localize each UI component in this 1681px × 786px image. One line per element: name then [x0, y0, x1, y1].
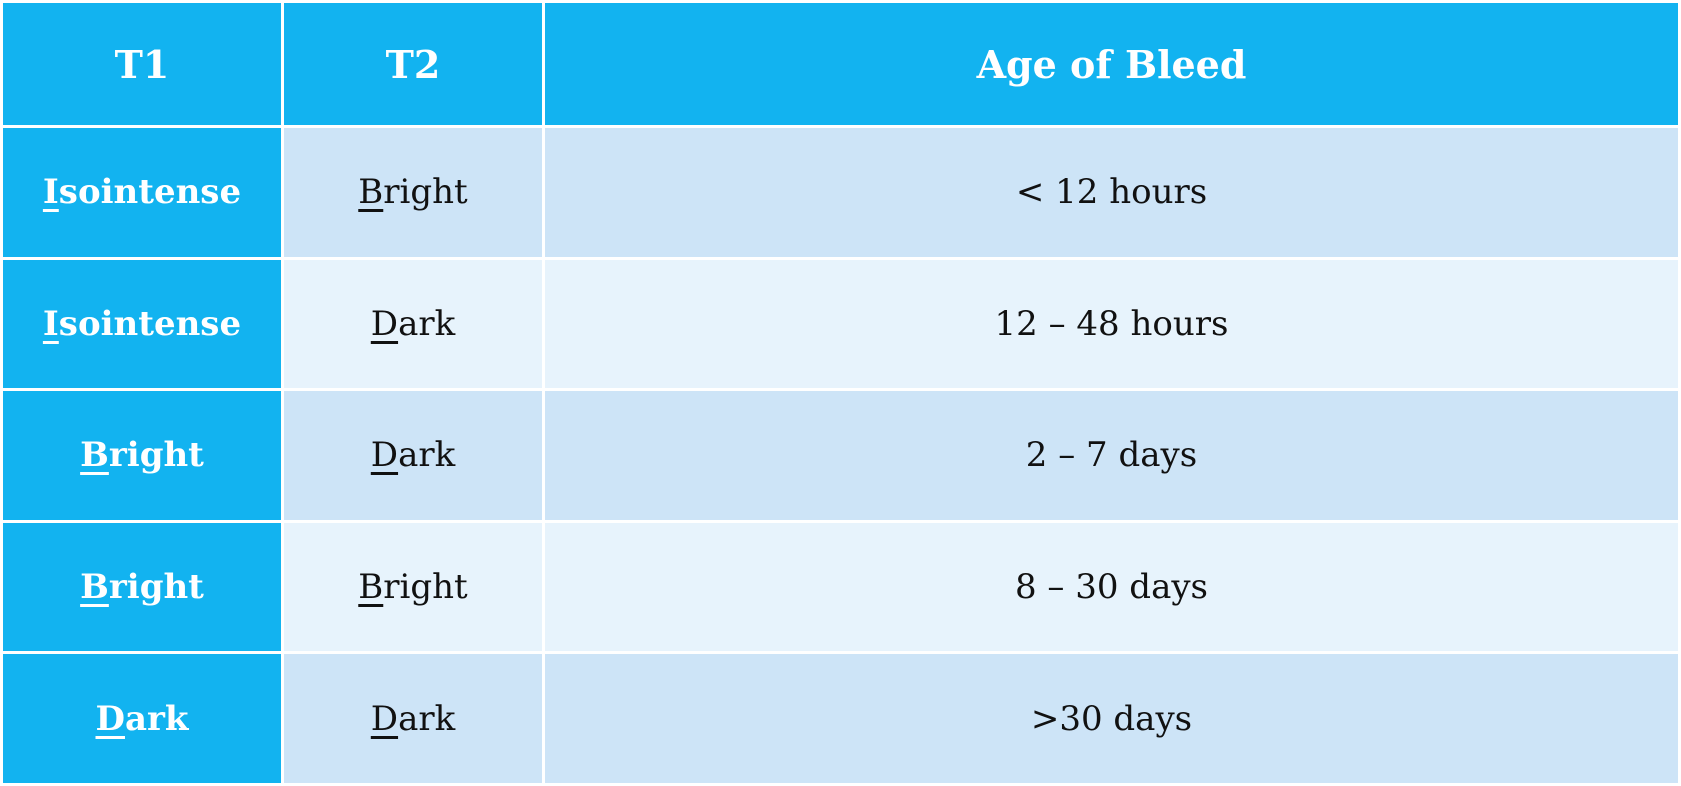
cell-text: Dark — [95, 698, 189, 739]
cell-text: Bright — [80, 435, 204, 476]
table-body: Isointense Bright < 12 hours Isointense Dark… — [3, 128, 1678, 783]
table-cell: Bright — [284, 522, 542, 652]
table-cell: Isointense — [3, 259, 281, 389]
cell-text-plain: 8 – 30 days — [1014, 567, 1208, 608]
cell-text: Isointense — [42, 303, 242, 344]
cell-text-plain: 2 – 7 days — [1025, 435, 1198, 476]
table-cell: Dark — [3, 654, 281, 783]
header-cell: Age of Bleed — [545, 3, 1678, 125]
table-cell: Isointense — [3, 128, 281, 257]
table-cell: Dark — [284, 259, 542, 389]
header-cell: T1 — [3, 3, 281, 125]
cell-text: Dark — [370, 303, 456, 344]
cell-text: Bright — [358, 172, 468, 213]
cell-text-plain: 12 – 48 hours — [994, 303, 1229, 344]
cell-text: Bright — [358, 567, 468, 608]
table-cell: Bright — [3, 522, 281, 652]
table-row: Isointense Dark 12 – 48 hours — [3, 259, 1678, 389]
table-cell: < 12 hours — [545, 128, 1678, 257]
table-header: T1 T2 Age of Bleed — [3, 3, 1678, 125]
table-cell: 8 – 30 days — [545, 522, 1678, 652]
table-cell: 12 – 48 hours — [545, 259, 1678, 389]
table-cell: >30 days — [545, 654, 1678, 783]
table-row: Dark Dark >30 days — [3, 654, 1678, 783]
cell-text-plain: < 12 hours — [1015, 172, 1208, 213]
table-cell: Dark — [284, 654, 542, 783]
table-cell: Bright — [284, 128, 542, 257]
cell-text: Dark — [370, 435, 456, 476]
header-cell: T2 — [284, 3, 542, 125]
table-row: Bright Bright 8 – 30 days — [3, 522, 1678, 652]
table-cell: Bright — [3, 391, 281, 520]
cell-text: Isointense — [42, 172, 242, 213]
cell-text-plain: >30 days — [1030, 698, 1193, 739]
table-row: Isointense Bright < 12 hours — [3, 128, 1678, 257]
table-cell: 2 – 7 days — [545, 391, 1678, 520]
table-row: Bright Dark 2 – 7 days — [3, 391, 1678, 520]
cell-text: Dark — [370, 698, 456, 739]
cell-text: Bright — [80, 567, 204, 608]
table-cell: Dark — [284, 391, 542, 520]
header-row: T1 T2 Age of Bleed — [3, 3, 1678, 125]
